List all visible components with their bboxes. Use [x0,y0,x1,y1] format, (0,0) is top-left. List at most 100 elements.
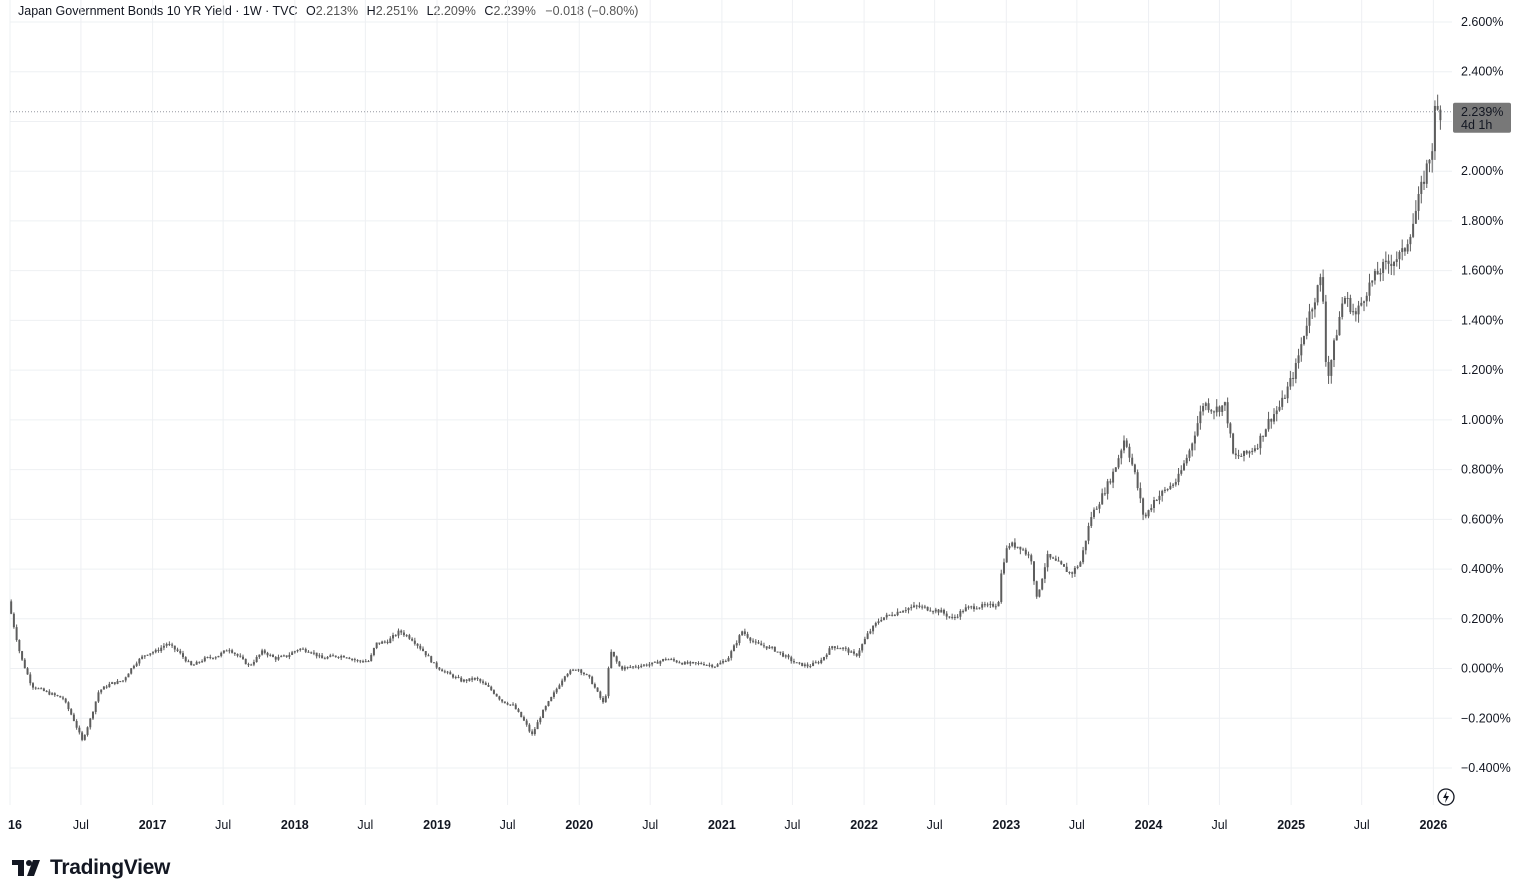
candle-body [1431,151,1434,160]
candle-body [978,607,981,609]
x-tick-label: Jul [500,818,516,832]
candle-body [454,676,457,678]
candle-body [760,643,763,646]
candle-body [1002,562,1005,574]
candle-body [182,653,185,658]
candle-body [1071,572,1074,574]
candle-body [1267,418,1270,430]
candle-body [869,631,872,634]
candle-body [1174,482,1177,485]
candle-body [490,686,493,691]
candle-body [1177,473,1180,483]
tradingview-logo-icon [12,860,40,876]
candle-body [1387,260,1390,264]
candle-body [323,658,326,660]
time-axis[interactable]: 16 Jul 2017 Jul 2018 Jul 2019 Jul 2020 Jul 2021 Jul… [8,818,1447,832]
candle-body [992,603,995,607]
candle-body [171,644,174,646]
candle-body [124,677,127,681]
candle-body [116,681,119,684]
candle-body [1417,193,1420,211]
y-tick-label: 2.400% [1461,65,1503,79]
candle-body [1120,450,1123,459]
candle-body [310,652,313,654]
candle-body [291,652,294,655]
candle-body [536,722,539,730]
candle-body [1303,335,1306,345]
candle-body [342,655,345,658]
candle-body [1420,181,1423,194]
candle-body [531,731,534,735]
candle-body [1360,302,1363,306]
candle-body [602,697,605,703]
candle-body [293,651,296,653]
candle-body [81,732,84,740]
candle-body [1106,481,1109,494]
x-tick-label: Jul [784,818,800,832]
candle-body [752,640,755,642]
candle-body [353,659,356,661]
candle-body [765,646,768,649]
candle-body [1054,558,1057,561]
candle-body [168,643,171,645]
candle-body [143,655,146,657]
candle-body [842,647,845,649]
tradingview-logo[interactable]: TradingView [12,856,170,880]
candle-body [75,720,78,728]
candle-body [1109,481,1112,483]
candle-body [1248,451,1251,454]
candle-body [599,691,602,698]
candle-body [787,655,790,658]
go-to-realtime-button[interactable] [1436,787,1456,807]
candle-body [1005,548,1008,563]
candle-body [1243,450,1246,456]
candle-body [942,609,945,614]
candle-body [1311,309,1314,312]
candle-body [416,643,419,646]
y-tick-label: 2.600% [1461,15,1503,29]
candle-body [986,604,989,606]
candle-body [607,668,610,697]
candle-body [953,616,956,618]
candle-body [15,627,18,641]
symbol-title[interactable]: Japan Government Bonds 10 YR Yield · 1W … [18,4,298,18]
candle-body [1256,448,1259,450]
candle-body [1259,435,1262,449]
candle-body [37,688,40,690]
candle-body [1062,564,1065,567]
candle-body [825,654,828,658]
candle-body [247,664,250,666]
candle-body [833,646,836,649]
candle-body [362,661,365,663]
y-tick-label: 0.600% [1461,512,1503,526]
candle-body [1245,450,1248,454]
candle-body [111,682,114,684]
candle-body [198,661,201,663]
candle-body [558,685,561,689]
candle-body [1354,311,1357,315]
candle-body [1041,578,1044,590]
candle-body [220,652,223,656]
candle-body [1060,561,1063,565]
symbol-legend: Japan Government Bonds 10 YR Yield · 1W … [18,4,638,18]
candle-body [1398,252,1401,260]
candle-body [604,696,607,703]
candle-body [705,664,708,666]
candle-body [34,687,37,689]
candle-body [443,671,446,673]
candle-body [1322,277,1325,302]
candle-body [1229,423,1232,434]
candle-body [512,704,515,706]
candle-body [1294,363,1297,379]
candle-body [503,701,506,704]
candle-body [45,690,48,692]
candle-body [577,669,580,671]
candle-body [94,701,97,712]
candle-body [967,606,970,608]
candle-body [1436,105,1439,110]
y-tick-label: 0.400% [1461,562,1503,576]
price-axis[interactable]: 2.600%2.400%2.200%2.000%1.800%1.600%1.40… [1461,15,1511,775]
candle-body [233,652,236,654]
candle-body [452,674,455,678]
